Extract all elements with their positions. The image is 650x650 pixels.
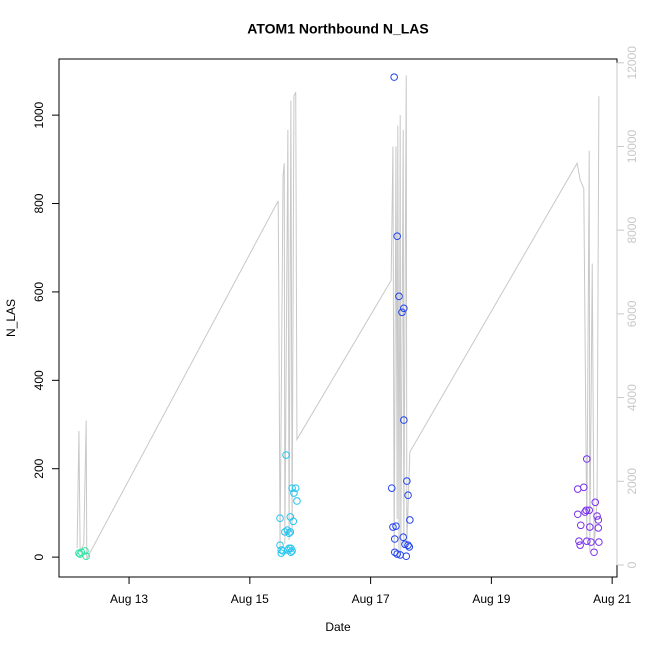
point <box>291 484 300 492</box>
point <box>583 455 591 463</box>
x-tick-label: Aug 17 <box>352 592 390 606</box>
x-tick-label: Aug 13 <box>110 592 148 606</box>
y-tick-label: 400 <box>32 370 46 390</box>
point <box>579 483 588 492</box>
point <box>81 547 89 555</box>
y2-tick-label: 10000 <box>625 129 639 163</box>
point <box>587 538 595 546</box>
point <box>287 548 295 557</box>
y2-tick-label: 0 <box>625 561 639 568</box>
point <box>405 543 414 551</box>
x-tick-label: Aug 21 <box>593 592 631 606</box>
point <box>277 549 286 557</box>
point <box>576 521 585 530</box>
point <box>288 547 296 555</box>
y2-tick-label: 4000 <box>625 384 639 411</box>
point <box>289 517 298 526</box>
point <box>393 232 401 241</box>
point <box>288 484 296 492</box>
point <box>401 540 409 549</box>
point <box>387 484 396 492</box>
point <box>400 416 408 424</box>
point <box>591 498 600 507</box>
point <box>573 510 582 519</box>
point <box>276 541 284 549</box>
point <box>581 508 589 516</box>
point <box>286 528 295 536</box>
y2-tick-label: 6000 <box>625 300 639 327</box>
y2-tick-label: 12000 <box>625 46 639 80</box>
point <box>279 547 287 555</box>
y-tick-label: 0 <box>32 553 46 560</box>
x-tick-label: Aug 19 <box>472 592 510 606</box>
point <box>595 538 603 546</box>
point <box>392 522 400 530</box>
point <box>390 73 398 81</box>
point <box>290 489 298 497</box>
point <box>583 537 591 545</box>
point <box>400 304 408 313</box>
x-axis-label: Date <box>325 620 351 634</box>
point <box>586 523 594 531</box>
point <box>576 541 584 549</box>
point <box>593 512 601 520</box>
point <box>594 516 603 524</box>
point <box>395 292 403 301</box>
point <box>404 541 412 549</box>
point <box>404 491 412 500</box>
point <box>399 533 408 542</box>
y-tick-label: 600 <box>32 282 46 302</box>
point <box>585 506 594 515</box>
point <box>403 477 411 485</box>
point <box>293 497 301 505</box>
y-tick-label: 200 <box>32 458 46 478</box>
y-axis-label: N_LAS <box>4 299 18 337</box>
point <box>389 523 397 531</box>
y-tick-label: 1000 <box>32 101 46 128</box>
point <box>590 548 598 557</box>
line <box>76 75 600 559</box>
y2-tick-label: 8000 <box>625 217 639 244</box>
point <box>402 552 411 561</box>
point <box>282 451 290 459</box>
y-tick-label: 800 <box>32 193 46 213</box>
point <box>398 308 406 317</box>
chart-title: ATOM1 Northbound N_LAS <box>247 21 428 37</box>
y2-tick-label: 2000 <box>625 468 639 495</box>
point <box>281 528 289 536</box>
point <box>390 535 399 543</box>
point <box>575 537 583 545</box>
point <box>393 550 401 558</box>
point <box>276 514 284 523</box>
point <box>582 506 591 515</box>
point <box>77 548 86 557</box>
point <box>82 552 90 561</box>
x-tick-label: Aug 15 <box>231 592 269 606</box>
point <box>594 524 603 532</box>
point <box>406 516 414 524</box>
point <box>285 529 293 538</box>
